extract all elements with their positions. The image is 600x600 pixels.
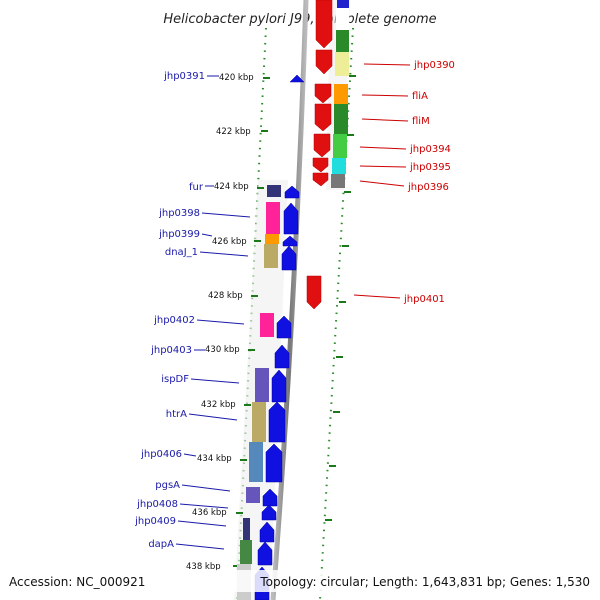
track-ticks [233,75,356,567]
gene-label-jhp0395[interactable]: jhp0395 [409,162,451,173]
left-labels: jhp0391 fur jhp0398 jhp0399 dnaJ_1 jhp04… [134,71,251,550]
scale-label-430: 430 kbp [205,345,240,355]
gene-label-fur[interactable]: fur [189,182,204,193]
gene-arrow-blue-jhp0406[interactable] [265,443,283,483]
scale-label-428: 428 kbp [208,291,243,301]
gene-label-dnaJ_1[interactable]: dnaJ_1 [165,247,198,258]
gene-label-jhp0390[interactable]: jhp0390 [413,60,455,71]
scale-label-422: 422 kbp [216,127,251,137]
gene-label-fliM[interactable]: fliM [412,116,430,127]
gene-arrow-blue-jhp0398[interactable] [283,202,299,235]
gene-label-jhp0396[interactable]: jhp0396 [407,182,449,193]
scale-label-436: 436 kbp [192,508,227,518]
right-color-blocks [331,0,349,188]
gene-label-jhp0408[interactable]: jhp0408 [136,499,178,510]
gene-arrow-blue-jhp0403[interactable] [274,344,290,369]
footer-background [0,570,600,592]
gene-arrow-red-6[interactable] [312,157,329,173]
gene-arrow-red-3[interactable] [314,83,332,104]
gene-arrow-blue-pgsA[interactable] [262,488,278,507]
footer-accession: Accession: NC_000921 [9,575,145,589]
gene-label-jhp0409[interactable]: jhp0409 [134,516,176,527]
gene-arrow-blue-jhp0408[interactable] [261,504,277,521]
gene-label-jhp0391[interactable]: jhp0391 [163,71,205,82]
scale-label-432: 432 kbp [201,400,236,410]
gene-arrow-blue-jhp0409[interactable] [259,521,275,543]
gene-label-htrA[interactable]: htrA [166,409,187,420]
gene-arrow-blue-ispDF[interactable] [271,369,287,403]
genome-backbone [270,0,309,600]
gene-arrow-blue-fur[interactable] [284,185,300,199]
footer-topology: Topology: circular; Length: 1,643,831 bp… [259,575,590,589]
right-labels: jhp0390 fliA fliM jhp0394 jhp0395 jhp039… [353,60,455,305]
reverse-strand-genes [306,0,333,310]
map-title: Helicobacter pylori J99, complete genome [163,12,436,27]
gene-arrow-red-2[interactable] [315,49,333,75]
gene-label-jhp0398[interactable]: jhp0398 [158,208,200,219]
gene-arrow-red-8[interactable] [306,275,322,310]
gene-label-pgsA[interactable]: pgsA [155,480,180,491]
gene-arrow-red-5[interactable] [313,133,331,158]
gene-label-jhp0403[interactable]: jhp0403 [150,345,192,356]
gene-label-jhp0401[interactable]: jhp0401 [403,294,445,305]
gene-label-jhp0406[interactable]: jhp0406 [140,449,182,460]
gene-arrow-blue-dapA[interactable] [257,541,273,566]
gene-arrow-blue-htrA[interactable] [268,401,286,443]
scale-label-438: 438 kbp [186,562,221,572]
left-color-blocks [237,185,281,600]
right-dotted-track [319,27,354,600]
gene-arrow-blue-jhp0391[interactable] [289,74,305,83]
gene-label-jhp0394[interactable]: jhp0394 [409,144,451,155]
gene-arrow-blue-jhp0402[interactable] [276,315,292,339]
scale-label-420: 420 kbp [219,73,254,83]
gene-arrow-blue-dnaJ[interactable] [281,245,297,271]
scale-label-424: 424 kbp [214,182,249,192]
scale-label-426: 426 kbp [212,237,247,247]
gene-label-jhp0402[interactable]: jhp0402 [153,315,195,326]
gene-label-fliA[interactable]: fliA [412,91,428,102]
gene-arrow-blue-jhp0399[interactable] [282,235,298,247]
gene-arrow-red-7[interactable] [312,172,329,187]
gene-arrow-red-1[interactable] [315,0,333,49]
gene-label-ispDF[interactable]: ispDF [161,374,189,385]
gene-arrow-red-4[interactable] [314,103,332,132]
gene-label-dapA[interactable]: dapA [148,539,174,550]
scale-label-434: 434 kbp [197,454,232,464]
gene-label-jhp0399[interactable]: jhp0399 [158,229,200,240]
